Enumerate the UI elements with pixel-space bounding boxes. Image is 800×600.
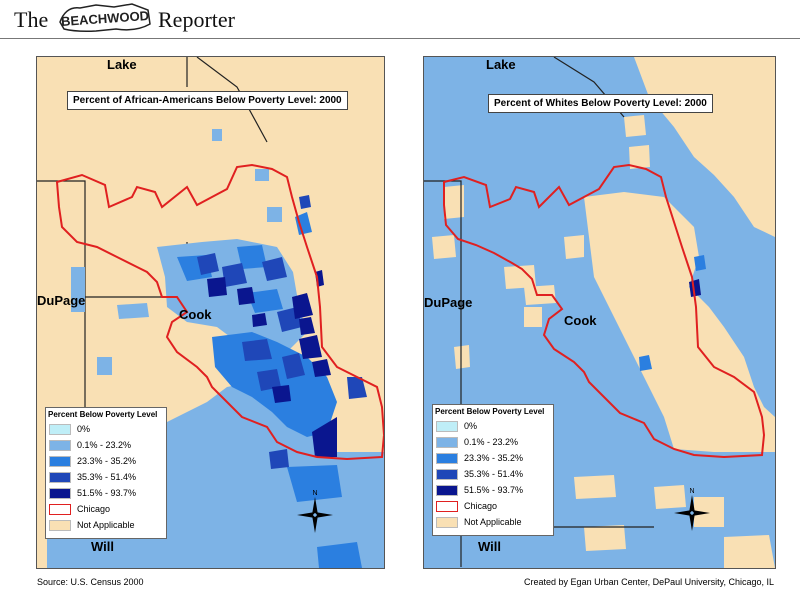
masthead-the: The bbox=[14, 7, 49, 32]
credit-note: Created by Egan Urban Center, DePaul Uni… bbox=[524, 577, 774, 587]
chicago-boundary bbox=[443, 163, 766, 459]
poverty-class-5-regions bbox=[207, 270, 337, 457]
svg-text:N: N bbox=[689, 488, 694, 495]
map-right-legend: Percent Below Poverty Level 0% 0.1% - 23… bbox=[432, 404, 554, 536]
north-arrow-icon: N bbox=[297, 490, 333, 533]
legend-title: Percent Below Poverty Level bbox=[48, 410, 158, 419]
beachwood-logo: BEACHWOOD bbox=[59, 3, 151, 32]
map-left-legend: Percent Below Poverty Level 0% 0.1% - 23… bbox=[45, 407, 167, 539]
chicago-boundary bbox=[55, 163, 384, 461]
county-label-lake: Lake bbox=[107, 57, 137, 72]
county-label-dupage: DuPage bbox=[424, 295, 473, 310]
masthead-reporter: Reporter bbox=[158, 7, 235, 32]
county-label-lake: Lake bbox=[486, 57, 516, 72]
source-note: Source: U.S. Census 2000 bbox=[37, 577, 144, 587]
county-label-will: Will bbox=[478, 539, 501, 554]
svg-text:N: N bbox=[312, 490, 317, 497]
map-african-americans: Percent of African-Americans Below Pover… bbox=[36, 56, 385, 569]
north-arrow-icon: N bbox=[674, 488, 710, 531]
county-label-will: Will bbox=[91, 539, 114, 554]
map-left-title: Percent of African-Americans Below Pover… bbox=[67, 91, 348, 110]
county-label-cook: Cook bbox=[564, 313, 597, 328]
map-right-title: Percent of Whites Below Poverty Level: 2… bbox=[488, 94, 713, 113]
masthead: The BEACHWOOD Reporter bbox=[0, 0, 800, 38]
county-label-dupage: DuPage bbox=[37, 293, 86, 308]
legend-title: Percent Below Poverty Level bbox=[435, 407, 545, 416]
map-whites: Percent of Whites Below Poverty Level: 2… bbox=[423, 56, 776, 569]
poverty-class-4-regions bbox=[197, 195, 367, 469]
svg-text:BEACHWOOD: BEACHWOOD bbox=[61, 8, 150, 29]
county-label-cook: Cook bbox=[179, 307, 212, 322]
poverty-class-3-regions bbox=[639, 255, 706, 371]
masthead-rule bbox=[0, 38, 800, 39]
lake-boundary bbox=[186, 57, 268, 143]
